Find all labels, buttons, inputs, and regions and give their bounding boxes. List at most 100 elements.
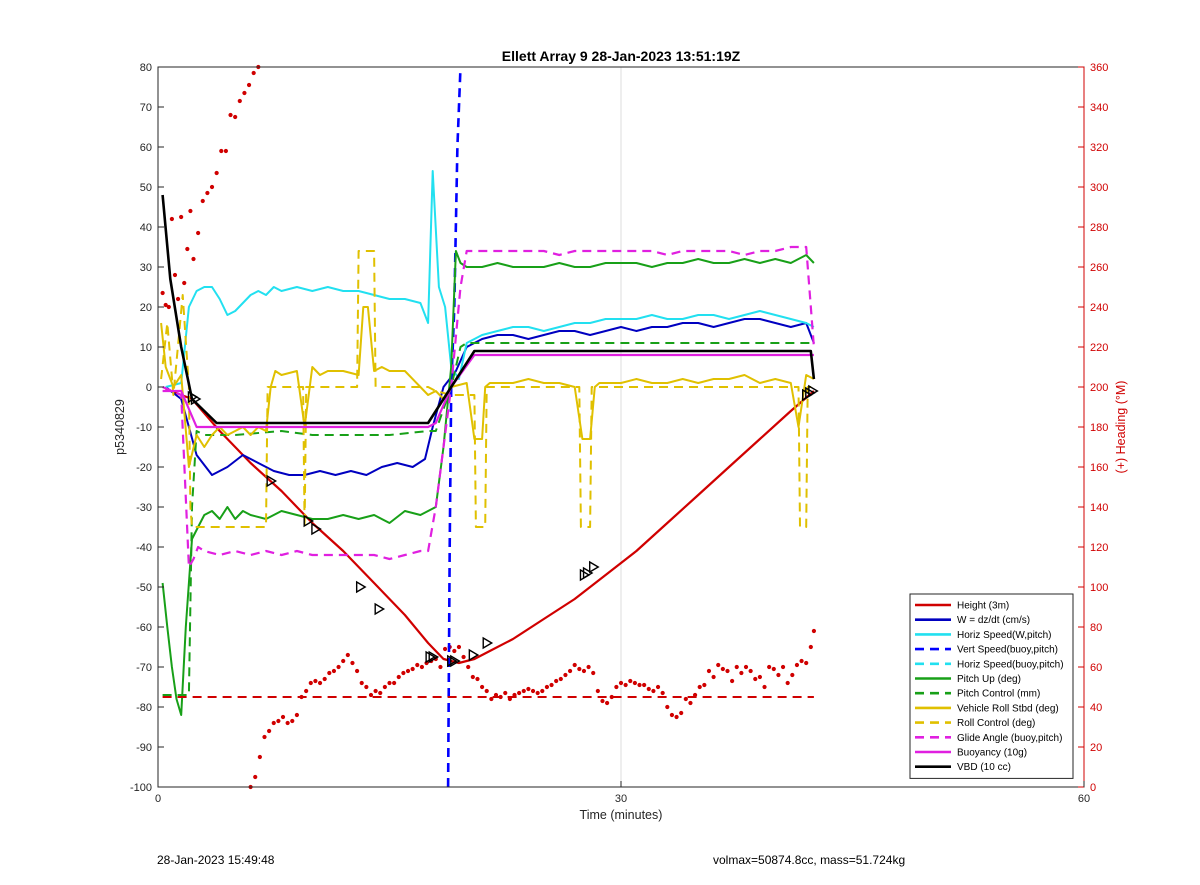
heading-point	[623, 682, 628, 688]
y-axis-label: p5340829	[113, 399, 127, 455]
left-tick-label: -60	[136, 622, 152, 634]
heading-point	[396, 674, 401, 680]
heading-point	[205, 190, 210, 196]
right-tick-label: 140	[1090, 502, 1108, 514]
legend-label-w-dz-dt-cm-s: W = dz/dt (cm/s)	[957, 615, 1030, 626]
series-glide-angle-buoy-pitch	[162, 245, 815, 569]
heading-point	[262, 734, 267, 740]
heading-point	[350, 660, 355, 666]
left-tick-label: -30	[136, 502, 152, 514]
heading-point	[660, 690, 665, 696]
right-tick-label: 20	[1090, 742, 1102, 754]
right-tick-label: 280	[1090, 222, 1108, 234]
heading-point	[175, 296, 181, 302]
heading-point	[679, 710, 684, 716]
heading-point	[285, 720, 290, 726]
heading-point	[196, 230, 201, 236]
height-marker	[482, 636, 494, 650]
x-tick-label: 60	[1078, 793, 1090, 805]
heading-point	[415, 662, 420, 668]
heading-point	[646, 686, 651, 692]
heading-point	[804, 660, 809, 666]
heading-point	[767, 664, 772, 670]
x-axis: 0 30 60	[155, 781, 1090, 805]
right-tick-label: 60	[1090, 662, 1102, 674]
heading-point	[526, 686, 531, 692]
heading-point	[572, 662, 577, 668]
heading-point	[169, 216, 174, 222]
heading-point	[730, 678, 735, 684]
heading-point	[665, 704, 670, 710]
heading-point	[632, 680, 637, 686]
heading-point	[331, 668, 337, 674]
heading-point	[401, 670, 406, 676]
height-markers	[187, 384, 819, 668]
heading-point	[618, 680, 624, 686]
heading-point	[253, 774, 258, 780]
heading-point	[799, 658, 804, 664]
heading-point	[470, 674, 475, 680]
left-tick-label: -40	[136, 542, 152, 554]
height-marker	[808, 384, 819, 398]
legend-label-buoyancy-10g: Buoyancy (10g)	[957, 748, 1027, 759]
heading-point	[549, 682, 554, 688]
right-tick-label: 180	[1090, 422, 1108, 434]
heading-point	[609, 694, 614, 700]
heading-point	[308, 680, 313, 686]
height-marker	[374, 602, 386, 616]
heading-point	[182, 280, 187, 286]
x-tick-label: 0	[155, 793, 161, 805]
heading-point	[517, 690, 522, 696]
heading-point	[600, 698, 605, 704]
heading-point	[354, 668, 360, 674]
heading-point	[327, 670, 332, 676]
series-roll-control-deg	[160, 250, 814, 528]
heading-point	[674, 714, 679, 720]
heading-point	[720, 666, 725, 672]
heading-point	[716, 662, 721, 668]
left-tick-label: 30	[140, 262, 152, 274]
left-tick-label: -90	[136, 742, 152, 754]
legend-label-pitch-control-mm: Pitch Control (mm)	[957, 689, 1040, 700]
height-marker	[355, 580, 367, 594]
heading-point	[294, 712, 299, 718]
heading-point	[368, 692, 374, 698]
heading-point	[209, 184, 215, 190]
heading-point	[233, 114, 238, 120]
heading-point	[628, 678, 633, 684]
heading-point	[267, 728, 272, 734]
heading-point	[276, 718, 281, 724]
legend-label-vert-speed-buoy-pitch: Vert Speed(buoy,pitch)	[957, 645, 1058, 656]
heading-point	[503, 690, 508, 696]
right-tick-label: 220	[1090, 342, 1108, 354]
heading-point	[237, 98, 242, 104]
height-marker	[425, 650, 437, 664]
heading-point	[223, 148, 229, 154]
heading-point	[271, 720, 276, 726]
heading-point	[780, 664, 786, 670]
right-tick-label: 100	[1090, 582, 1108, 594]
heading-point	[392, 680, 397, 686]
series-vbd-10-cc	[161, 194, 816, 425]
legend-label-glide-angle-buoy-pitch: Glide Angle (buoy,pitch)	[957, 733, 1062, 744]
left-tick-label: 0	[146, 382, 152, 394]
series-vert-speed-buoy-pitch	[446, 66, 462, 788]
heading-point	[558, 676, 563, 682]
heading-point	[753, 676, 758, 682]
heading-point	[642, 682, 647, 688]
heading-point	[456, 644, 462, 650]
left-tick-label: -50	[136, 582, 152, 594]
heading-point	[711, 674, 716, 680]
series-buoyancy-10g	[162, 353, 814, 429]
legend-label-pitch-up-deg: Pitch Up (deg)	[957, 674, 1021, 685]
heading-point	[419, 664, 425, 670]
heading-point	[734, 664, 739, 670]
right-y-axis-label: (+) Heading (°M)	[1114, 381, 1128, 474]
heading-point	[242, 90, 247, 96]
right-tick-label: 160	[1090, 462, 1108, 474]
heading-point	[489, 696, 494, 702]
heading-point	[591, 670, 596, 676]
heading-point	[480, 684, 485, 690]
heading-point	[743, 664, 749, 670]
